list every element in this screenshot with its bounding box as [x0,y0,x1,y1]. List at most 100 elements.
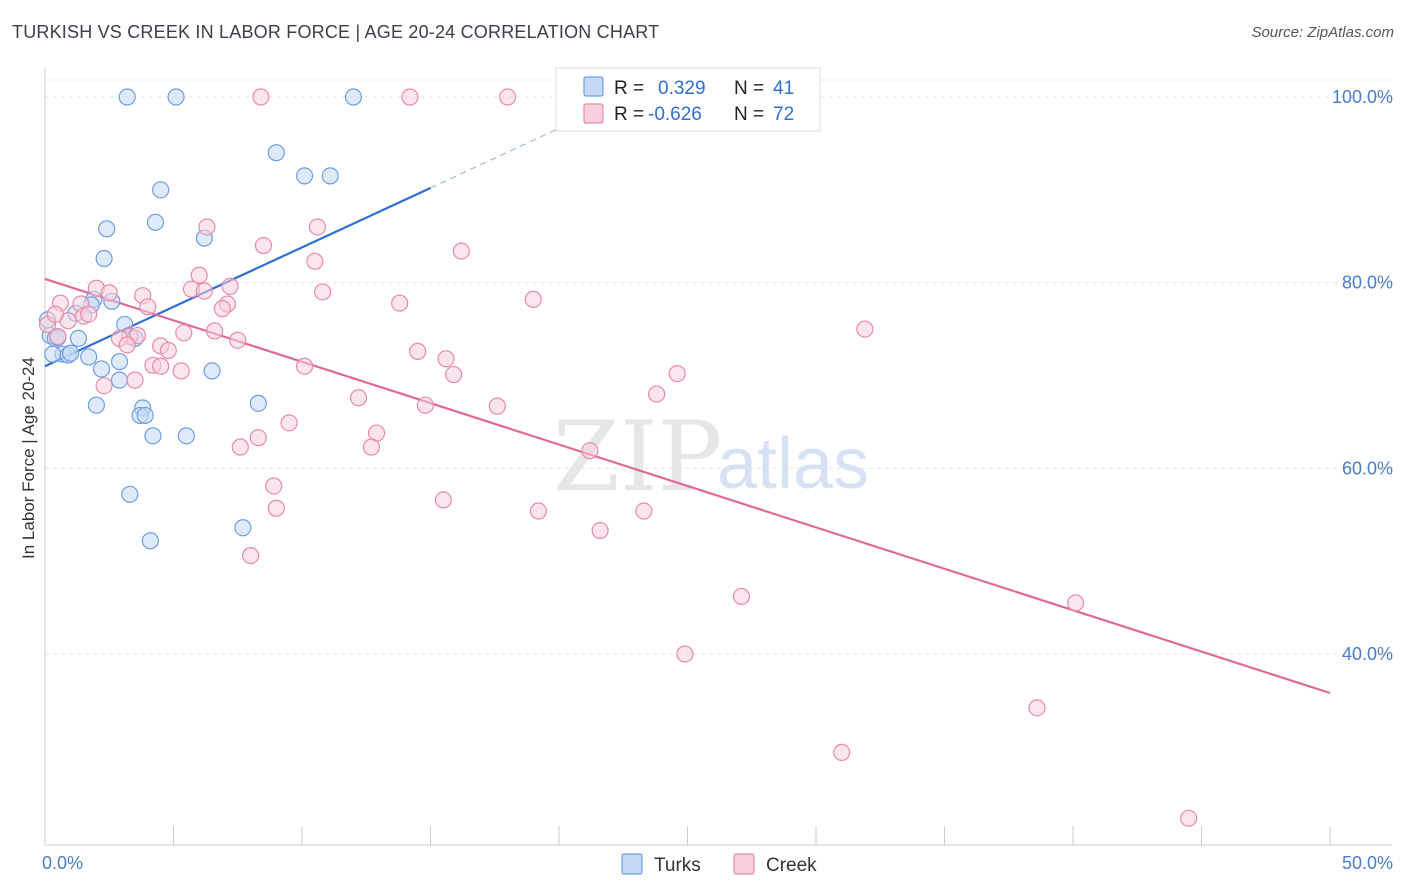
x-tick-label: 0.0% [42,853,83,873]
point-creek [95,377,113,395]
legend-n-label-creek: N = [734,104,764,125]
point-creek [732,587,751,606]
point-creek [46,305,64,323]
trendline-creek [44,277,1331,695]
point-creek [488,397,506,415]
point-creek [434,491,452,509]
point-creek [581,442,599,460]
point-turks [118,88,136,106]
y-tick-label: 60.0% [1342,458,1393,478]
tick-labels: 40.0% 60.0% 80.0% 100.0% 0.0% 50.0% [42,87,1393,873]
point-creek [362,438,380,456]
point-creek [499,88,517,106]
point-creek [213,300,231,318]
legend-r-label-creek: R = [614,104,644,125]
source-label: Source: ZipAtlas.com [1251,24,1394,41]
legend-r-value-turks: 0.329 [658,78,706,99]
point-creek [242,546,260,565]
point-creek [452,242,470,260]
legend-r-value-creek: -0.626 [648,104,702,125]
y-axis-label: In Labor Force | Age 20-24 [19,357,38,559]
point-creek [265,477,283,495]
point-turks [80,348,98,366]
point-creek [80,305,98,323]
legend-n-label-turks: N = [734,78,764,99]
point-creek [190,266,208,284]
point-creek [249,429,267,447]
y-tick-label: 80.0% [1342,273,1393,293]
point-turks [62,344,80,362]
point-creek [308,218,327,236]
point-turks [295,167,314,185]
point-creek [229,331,247,349]
point-turks [344,88,362,106]
point-creek [1066,594,1085,612]
point-creek [1180,809,1198,827]
point-creek [175,324,193,342]
bottom-legend-turks: Turks [654,855,701,876]
bottom-legend-creek: Creek [766,855,817,876]
watermark-zip: ZIP [553,401,722,513]
point-creek [139,298,157,316]
point-creek [524,290,542,308]
point-creek [152,357,170,375]
point-creek [306,252,324,270]
point-turks [141,532,159,550]
point-turks [110,352,129,371]
point-creek [100,284,118,302]
point-creek [1028,699,1046,717]
point-creek [198,218,216,236]
point-creek [172,362,190,380]
point-creek [252,88,270,106]
point-turks [92,360,111,378]
point-creek [416,396,434,414]
y-tick-label: 100.0% [1332,87,1393,107]
point-creek [313,283,332,301]
point-turks [69,329,88,347]
point-turks [321,167,339,185]
point-creek [49,327,67,346]
point-creek [231,438,249,456]
point-creek [349,389,368,407]
x-tick-label: 50.0% [1342,853,1393,873]
watermark-atlas: atlas [717,424,869,504]
legend-swatch-turks [583,76,604,97]
point-creek [206,322,224,340]
y-tick-label: 40.0% [1342,644,1393,664]
point-creek [267,499,285,517]
legend-r-label-turks: R = [614,78,644,99]
point-turks [152,181,170,199]
point-creek [126,371,144,389]
point-turks [98,220,116,238]
point-creek [221,277,239,295]
point-creek [295,357,314,375]
point-creek [833,743,851,762]
point-turks [249,394,267,412]
point-creek [635,502,653,520]
point-creek [445,365,463,384]
point-creek [676,645,694,663]
point-creek [391,294,409,312]
point-creek [159,341,177,360]
bottom-legend-swatch-turks [621,853,643,875]
legend-swatch-creek [583,103,604,124]
series-legend: Turks Creek [621,853,817,876]
point-creek [437,350,455,368]
point-turks [203,362,221,380]
point-turks [121,485,139,503]
point-turks [136,406,154,425]
data-points [38,88,1198,827]
point-creek [118,336,136,354]
point-creek [280,414,298,432]
point-creek [254,236,273,255]
point-creek [195,282,213,300]
axes [44,68,1392,846]
point-creek [591,521,609,540]
point-creek [401,88,419,106]
chart-title: TURKISH VS CREEK IN LABOR FORCE | AGE 20… [12,22,660,42]
point-creek [668,365,686,383]
point-creek [409,342,427,360]
trendlines [44,103,1331,695]
point-creek [648,385,666,403]
